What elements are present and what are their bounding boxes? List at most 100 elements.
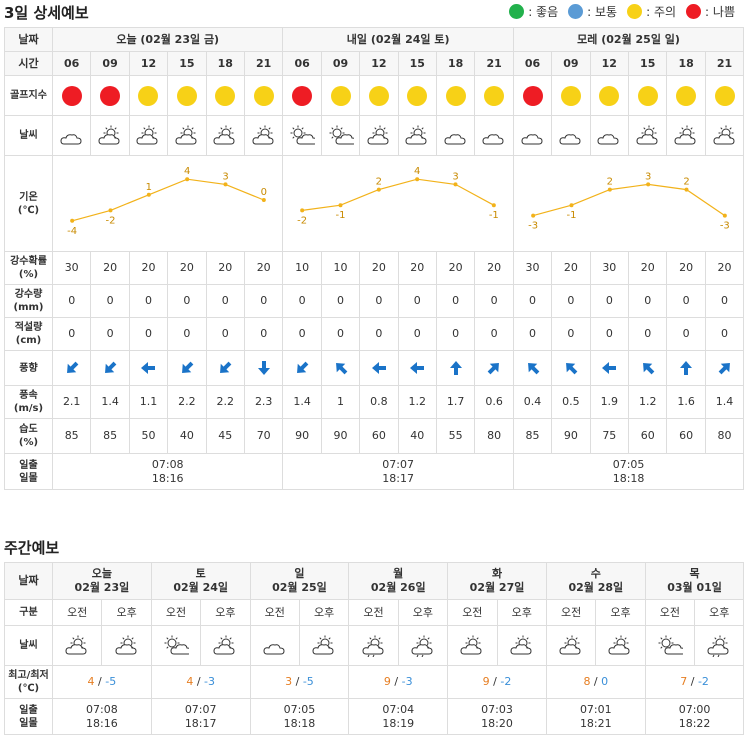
day-title-1: 내일 (02월 24일 토) (282, 27, 514, 52)
sunrise-time: 07:07 (382, 457, 414, 471)
wind-arrow-icon (333, 360, 349, 376)
sun-cloud-icon (366, 125, 392, 147)
section-title-3day: 3일 상세예보 (4, 4, 89, 22)
golf-index-legend: : 좋음 : 보통 : 주의 : 나쁨 (509, 3, 741, 20)
time-cell: 12 (589, 51, 630, 76)
rain-probability-cell: 20 (666, 251, 706, 285)
humidity-cell: 85 (51, 418, 92, 454)
weather-cell (474, 115, 514, 156)
golf-index-cell (397, 75, 437, 116)
golf-index-cell (51, 75, 92, 116)
high-temp: 7 (680, 675, 688, 688)
temp-separator: / (687, 675, 698, 688)
wind-speed-header: 풍속 (m/s) (4, 385, 53, 419)
snowfall-cell: 0 (474, 317, 514, 351)
low-temp: -5 (302, 675, 314, 688)
wind-speed-row: 풍속 (m/s) 2.1 1.4 1.1 2.2 2.2 2.3 1.4 1 0.8 1.2 1.7 0.… (4, 385, 745, 419)
sunrise-time: 07:04 (382, 702, 415, 716)
weather-cell (167, 115, 207, 156)
temperature-point (607, 187, 612, 192)
wind-arrow-icon (217, 360, 233, 376)
legend-bad-label: : 나쁨 (705, 5, 735, 19)
low-temp: -2 (500, 675, 512, 688)
weekly-day-date: 03월 01일 (667, 581, 722, 594)
weather-row: 날씨 (4, 115, 745, 156)
sunrise-time: 07:00 (678, 702, 711, 716)
high-temp: 4 (87, 675, 95, 688)
weekly-day-name: 수 (590, 567, 601, 580)
golf-index-cell (512, 75, 553, 116)
wind-speed-cell: 2.1 (51, 385, 92, 419)
weekly-pm-weather (397, 625, 449, 666)
sun-partly-icon (328, 125, 357, 147)
temperature-label: -4 (67, 226, 77, 237)
golf-index-cell (474, 75, 514, 116)
wind-speed-cell: 0.4 (512, 385, 553, 419)
day-title-0: 오늘 (02월 23일 금) (51, 27, 284, 52)
pm-label: 오후 (595, 599, 646, 626)
snowfall-cell: 0 (51, 317, 92, 351)
wind-arrow-icon (64, 360, 80, 376)
weekly-minmax-cell-4: 9 / -2 (447, 665, 547, 699)
weather-cell (666, 115, 706, 156)
sunset-time: 18:20 (481, 716, 513, 730)
rain-probability-cell: 20 (628, 251, 668, 285)
weekly-sun-cell-5: 07:01 18:21 (545, 698, 646, 735)
weather-header-label: 날씨 (19, 130, 38, 141)
golf-index-dot (292, 85, 313, 106)
pm-label: 오후 (496, 599, 547, 626)
wind-speed-header-unit: (m/s) (13, 403, 44, 414)
weekly-day-name: 목 (689, 567, 700, 580)
am-label: 오전 (348, 599, 399, 626)
humidity-cell: 60 (628, 418, 668, 454)
sun-cloud-icon (558, 635, 584, 657)
temperature-point (684, 187, 689, 192)
pm-label: 오후 (694, 599, 745, 626)
low-temp: -3 (204, 675, 215, 688)
snowfall-cell: 0 (243, 317, 284, 351)
rain-probability-header-label: 강수확률 (10, 256, 47, 267)
humidity-cell: 60 (359, 418, 399, 454)
rainfall-header-label: 강수량 (14, 289, 43, 300)
low-temp: -5 (105, 675, 117, 688)
temperature-point (261, 198, 266, 202)
weekly-minmax-cell-6: 7 / -2 (644, 665, 745, 699)
temperature-label: -2 (106, 215, 116, 226)
weekly-minmax-cell-1: 4 / -3 (150, 665, 251, 699)
rainfall-header-unit: (mm) (13, 302, 44, 313)
section-title-weekly: 주간예보 (4, 539, 60, 557)
weekly-day-cell-4: 화 02월 27일 (447, 562, 547, 600)
weekly-weather-header-label: 날씨 (19, 640, 38, 651)
golf-index-dot (330, 85, 351, 106)
weather-cell (243, 115, 284, 156)
weekly-sun-cell-6: 07:00 18:22 (644, 698, 745, 735)
rainfall-cell: 0 (51, 284, 92, 318)
rainfall-cell: 0 (90, 284, 130, 318)
temperature-label: -2 (298, 215, 308, 226)
humidity-cell: 60 (666, 418, 706, 454)
wind-direction-cell (359, 350, 399, 386)
sunset-time: 18:16 (86, 716, 118, 730)
time-header: 시간 (4, 51, 53, 76)
cloudy-icon (596, 125, 622, 147)
golf-index-cell (282, 75, 322, 116)
temperature-header-label: 기온 (19, 191, 38, 203)
rain-probability-cell: 10 (282, 251, 322, 285)
rainfall-cell: 0 (551, 284, 591, 318)
time-cell: 06 (51, 51, 92, 76)
weekly-minmax-row: 최고/최저 (℃) 4 / -5 4 / -3 3 / -5 9 / -3 9 / -2 8 … (4, 665, 745, 699)
weather-cell (205, 115, 245, 156)
wind-speed-cell: 1.2 (397, 385, 437, 419)
golf-index-dot (368, 85, 389, 106)
wind-direction-cell (666, 350, 706, 386)
rainfall-header: 강수량 (mm) (4, 284, 53, 318)
rainfall-cell: 0 (243, 284, 284, 318)
wind-arrow-icon (294, 360, 310, 376)
sun-rain-icon (410, 635, 436, 657)
golf-index-dot (61, 85, 82, 106)
weekly-am-weather (447, 625, 498, 666)
snowfall-cell: 0 (512, 317, 553, 351)
time-cell: 21 (474, 51, 514, 76)
sun-cloud-icon (174, 125, 200, 147)
golf-index-cell (320, 75, 361, 116)
